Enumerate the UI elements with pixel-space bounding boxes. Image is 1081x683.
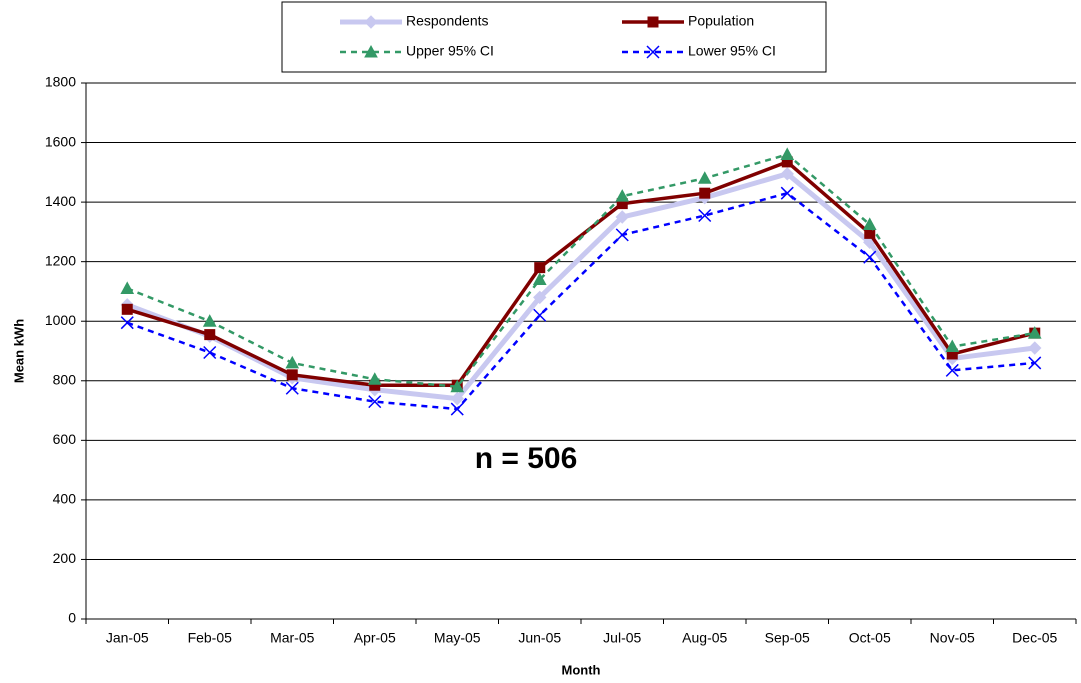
- y-tick-label: 600: [53, 431, 77, 447]
- point: [697, 171, 712, 184]
- point: [534, 262, 546, 274]
- legend-label: Lower 95% CI: [688, 43, 776, 59]
- y-tick-label: 1200: [45, 252, 76, 268]
- point: [285, 381, 299, 395]
- legend-marker: [647, 16, 659, 28]
- series-line: [126, 153, 1035, 389]
- point: [203, 345, 217, 360]
- point: [615, 228, 629, 242]
- y-tick-label: 1600: [45, 133, 76, 149]
- point: [533, 308, 547, 322]
- x-tick-label: Nov-05: [930, 630, 975, 646]
- x-axis-title: Month: [562, 662, 601, 677]
- point: [945, 339, 960, 353]
- legend-marker: [646, 45, 660, 59]
- point: [780, 147, 795, 160]
- x-tick-label: Apr-05: [354, 630, 396, 646]
- x-tick-label: Dec-05: [1012, 630, 1057, 646]
- y-tick-label: 0: [68, 610, 76, 626]
- legend-marker: [364, 15, 378, 29]
- x-tick-label: Sep-05: [765, 630, 810, 646]
- point: [367, 372, 382, 385]
- legend-label: Upper 95% CI: [406, 43, 494, 59]
- point: [698, 208, 712, 223]
- point: [532, 272, 547, 286]
- y-tick-label: 400: [53, 491, 77, 507]
- point: [450, 402, 464, 416]
- x-tick-label: Jan-05: [106, 630, 149, 646]
- y-tick-label: 1000: [45, 312, 76, 328]
- point: [615, 189, 630, 202]
- x-tick-label: Feb-05: [188, 630, 233, 646]
- point: [615, 210, 629, 224]
- point: [1028, 341, 1042, 355]
- point: [780, 167, 794, 181]
- point: [863, 250, 877, 264]
- x-tick-label: Jul-05: [603, 630, 641, 646]
- legend-label: Population: [688, 13, 754, 29]
- point: [202, 314, 217, 327]
- series-line: [126, 191, 1035, 411]
- point: [120, 316, 134, 330]
- y-tick-label: 1800: [45, 74, 76, 90]
- point: [699, 187, 711, 199]
- point: [120, 281, 135, 294]
- point: [286, 369, 298, 381]
- x-tick-label: May-05: [434, 630, 481, 646]
- point: [533, 290, 547, 305]
- legend-box: [281, 1, 827, 73]
- y-tick-label: 200: [53, 550, 77, 566]
- y-axis-title: Mean kWh: [11, 319, 26, 383]
- series-line: [126, 159, 1036, 387]
- x-tick-label: Mar-05: [270, 630, 315, 646]
- legend-marker: [364, 44, 378, 58]
- x-tick-label: Jun-05: [518, 630, 561, 646]
- point: [1028, 356, 1042, 370]
- point: [1027, 326, 1042, 339]
- point: [450, 379, 465, 393]
- y-tick-label: 1400: [45, 193, 76, 209]
- point: [945, 363, 959, 377]
- point: [780, 186, 794, 200]
- annotation: n = 506: [475, 442, 578, 475]
- series-line: [126, 171, 1036, 402]
- x-tick-label: Aug-05: [682, 630, 727, 646]
- legend-label: Respondents: [406, 13, 489, 29]
- point: [450, 391, 464, 406]
- y-tick-label: 800: [53, 371, 77, 387]
- point: [121, 303, 133, 315]
- point: [285, 355, 300, 369]
- point: [204, 329, 216, 341]
- point: [368, 395, 382, 409]
- x-tick-label: Oct-05: [849, 630, 891, 646]
- point: [862, 217, 877, 230]
